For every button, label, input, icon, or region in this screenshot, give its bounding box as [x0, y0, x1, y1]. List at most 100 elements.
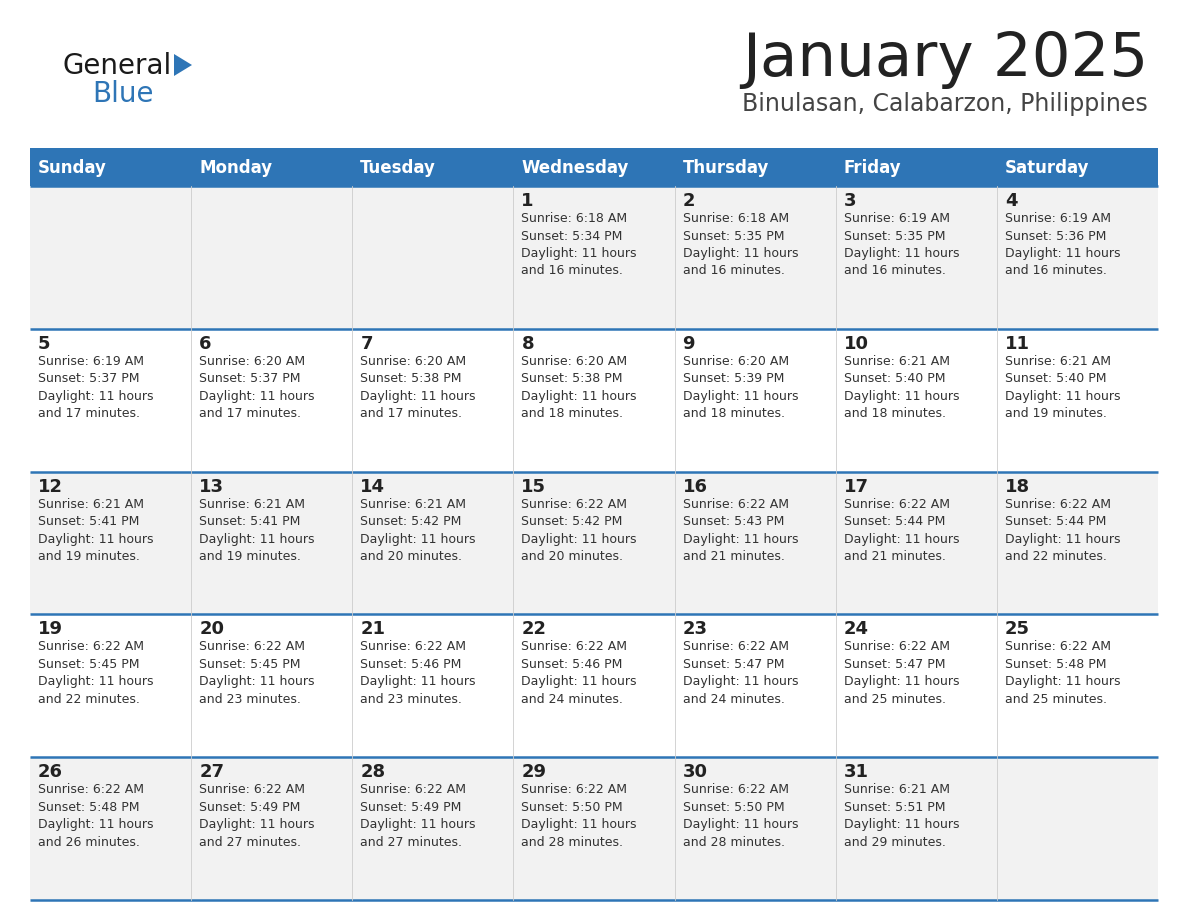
Text: and 29 minutes.: and 29 minutes.	[843, 835, 946, 849]
Bar	[675, 757, 835, 900]
Text: Sunrise: 6:22 AM: Sunrise: 6:22 AM	[522, 498, 627, 510]
Text: Blue: Blue	[91, 80, 153, 108]
Bar	[997, 472, 1158, 614]
Text: 7: 7	[360, 335, 373, 353]
Text: Daylight: 11 hours: Daylight: 11 hours	[843, 247, 959, 260]
Text: 10: 10	[843, 335, 868, 353]
Bar	[30, 186, 191, 329]
Bar	[835, 148, 997, 186]
Text: 4: 4	[1005, 192, 1017, 210]
Text: Sunset: 5:43 PM: Sunset: 5:43 PM	[683, 515, 784, 528]
Bar	[353, 186, 513, 329]
Text: Daylight: 11 hours: Daylight: 11 hours	[843, 818, 959, 831]
Text: Sunset: 5:49 PM: Sunset: 5:49 PM	[200, 800, 301, 813]
Text: Daylight: 11 hours: Daylight: 11 hours	[360, 818, 475, 831]
Text: Saturday: Saturday	[1005, 159, 1089, 177]
Bar	[997, 148, 1158, 186]
Text: and 25 minutes.: and 25 minutes.	[843, 693, 946, 706]
Text: and 21 minutes.: and 21 minutes.	[843, 550, 946, 563]
Text: Daylight: 11 hours: Daylight: 11 hours	[200, 390, 315, 403]
Bar	[513, 614, 675, 757]
Text: Friday: Friday	[843, 159, 902, 177]
Bar	[675, 472, 835, 614]
Text: and 23 minutes.: and 23 minutes.	[360, 693, 462, 706]
Text: and 28 minutes.: and 28 minutes.	[522, 835, 624, 849]
Text: and 26 minutes.: and 26 minutes.	[38, 835, 140, 849]
Text: Sunrise: 6:22 AM: Sunrise: 6:22 AM	[200, 783, 305, 796]
Text: 26: 26	[38, 763, 63, 781]
Text: 5: 5	[38, 335, 51, 353]
Bar	[191, 757, 353, 900]
Text: Daylight: 11 hours: Daylight: 11 hours	[1005, 247, 1120, 260]
Bar	[997, 614, 1158, 757]
Text: Sunset: 5:47 PM: Sunset: 5:47 PM	[683, 658, 784, 671]
Text: January 2025: January 2025	[741, 30, 1148, 89]
Text: Sunrise: 6:22 AM: Sunrise: 6:22 AM	[683, 641, 789, 654]
Text: Sunset: 5:37 PM: Sunset: 5:37 PM	[38, 373, 139, 386]
Text: Daylight: 11 hours: Daylight: 11 hours	[522, 390, 637, 403]
Bar	[30, 472, 191, 614]
Text: Sunrise: 6:22 AM: Sunrise: 6:22 AM	[683, 498, 789, 510]
Text: Daylight: 11 hours: Daylight: 11 hours	[38, 676, 153, 688]
Text: Sunset: 5:45 PM: Sunset: 5:45 PM	[38, 658, 139, 671]
Text: Monday: Monday	[200, 159, 272, 177]
Bar	[191, 614, 353, 757]
Text: 13: 13	[200, 477, 225, 496]
Text: Binulasan, Calabarzon, Philippines: Binulasan, Calabarzon, Philippines	[742, 92, 1148, 116]
Text: 12: 12	[38, 477, 63, 496]
Text: and 18 minutes.: and 18 minutes.	[683, 408, 784, 420]
Text: and 19 minutes.: and 19 minutes.	[200, 550, 301, 563]
Bar	[30, 614, 191, 757]
Bar	[513, 472, 675, 614]
Text: Sunset: 5:41 PM: Sunset: 5:41 PM	[200, 515, 301, 528]
Text: Daylight: 11 hours: Daylight: 11 hours	[200, 676, 315, 688]
Text: Sunrise: 6:20 AM: Sunrise: 6:20 AM	[360, 354, 467, 368]
Text: Sunrise: 6:22 AM: Sunrise: 6:22 AM	[683, 783, 789, 796]
Text: Daylight: 11 hours: Daylight: 11 hours	[360, 676, 475, 688]
Text: Sunset: 5:40 PM: Sunset: 5:40 PM	[843, 373, 946, 386]
Bar	[353, 472, 513, 614]
Text: Sunset: 5:41 PM: Sunset: 5:41 PM	[38, 515, 139, 528]
Bar	[191, 472, 353, 614]
Text: Sunset: 5:42 PM: Sunset: 5:42 PM	[360, 515, 462, 528]
Bar	[675, 186, 835, 329]
Text: 23: 23	[683, 621, 708, 638]
Text: 1: 1	[522, 192, 533, 210]
Text: Daylight: 11 hours: Daylight: 11 hours	[38, 818, 153, 831]
Text: Sunset: 5:34 PM: Sunset: 5:34 PM	[522, 230, 623, 242]
Text: Sunset: 5:35 PM: Sunset: 5:35 PM	[843, 230, 946, 242]
Text: Daylight: 11 hours: Daylight: 11 hours	[522, 247, 637, 260]
Text: General: General	[62, 52, 171, 80]
Text: Daylight: 11 hours: Daylight: 11 hours	[683, 818, 798, 831]
Text: Sunset: 5:44 PM: Sunset: 5:44 PM	[843, 515, 946, 528]
Text: and 17 minutes.: and 17 minutes.	[38, 408, 140, 420]
Text: Sunrise: 6:21 AM: Sunrise: 6:21 AM	[843, 783, 949, 796]
Text: and 16 minutes.: and 16 minutes.	[1005, 264, 1107, 277]
Text: and 16 minutes.: and 16 minutes.	[522, 264, 624, 277]
Bar	[835, 472, 997, 614]
Text: 27: 27	[200, 763, 225, 781]
Text: and 19 minutes.: and 19 minutes.	[1005, 408, 1107, 420]
Text: 17: 17	[843, 477, 868, 496]
Bar	[353, 614, 513, 757]
Text: and 22 minutes.: and 22 minutes.	[1005, 550, 1107, 563]
Text: Sunset: 5:45 PM: Sunset: 5:45 PM	[200, 658, 301, 671]
Bar	[675, 148, 835, 186]
Text: and 27 minutes.: and 27 minutes.	[200, 835, 301, 849]
Text: Wednesday: Wednesday	[522, 159, 628, 177]
Text: 21: 21	[360, 621, 385, 638]
Text: Sunset: 5:48 PM: Sunset: 5:48 PM	[1005, 658, 1106, 671]
Text: Sunset: 5:46 PM: Sunset: 5:46 PM	[360, 658, 462, 671]
Text: Daylight: 11 hours: Daylight: 11 hours	[200, 818, 315, 831]
Text: and 22 minutes.: and 22 minutes.	[38, 693, 140, 706]
Text: and 24 minutes.: and 24 minutes.	[522, 693, 624, 706]
Bar	[353, 329, 513, 472]
Text: Sunrise: 6:22 AM: Sunrise: 6:22 AM	[843, 641, 949, 654]
Text: 6: 6	[200, 335, 211, 353]
Text: 19: 19	[38, 621, 63, 638]
Text: Sunset: 5:40 PM: Sunset: 5:40 PM	[1005, 373, 1106, 386]
Text: Daylight: 11 hours: Daylight: 11 hours	[843, 532, 959, 545]
Text: Sunset: 5:42 PM: Sunset: 5:42 PM	[522, 515, 623, 528]
Bar	[191, 329, 353, 472]
Bar	[513, 757, 675, 900]
